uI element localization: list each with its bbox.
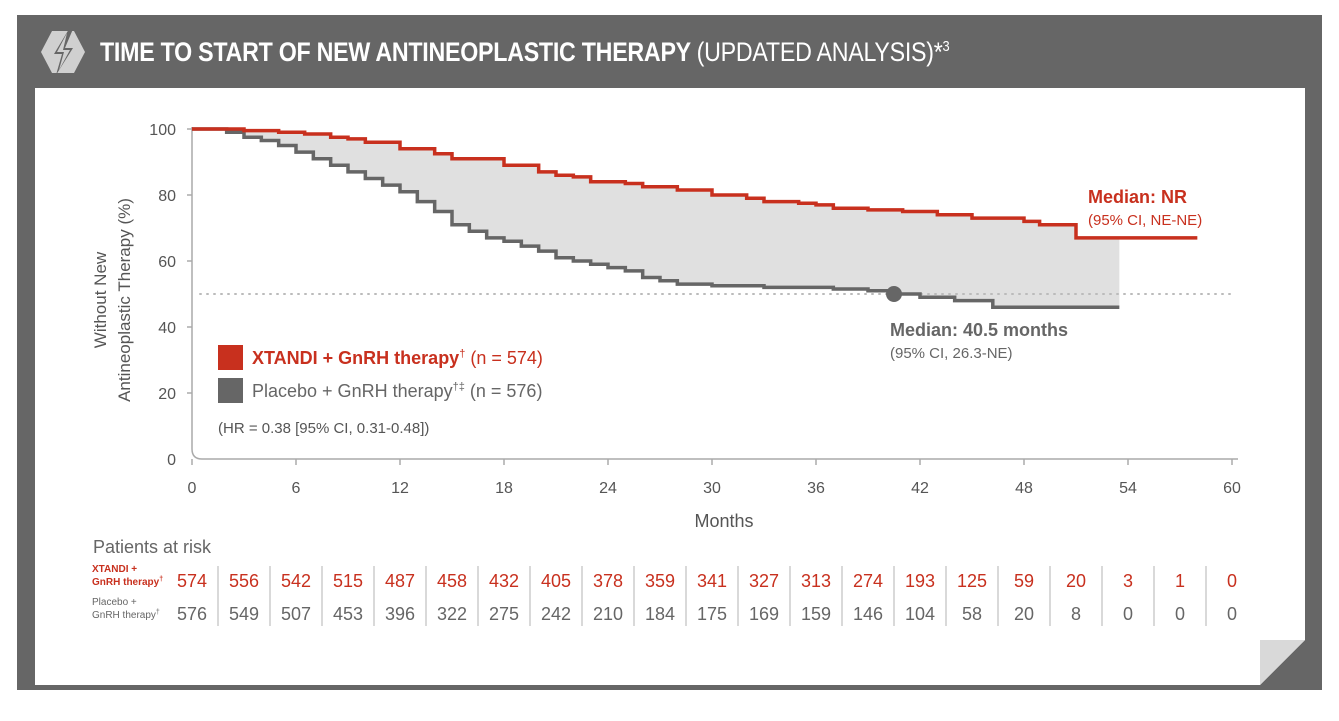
y-tick-label: 40 [158,320,176,337]
x-tick-label: 24 [599,480,617,497]
risk-value-xtandi: 313 [801,571,831,591]
risk-value-placebo: 549 [229,604,259,624]
risk-value-placebo: 453 [333,604,363,624]
risk-label-placebo-2: GnRH therapy† [92,609,160,621]
risk-value-placebo: 0 [1123,604,1133,624]
y-tick-label: 20 [158,386,176,403]
median-marker [886,286,902,302]
risk-label-xtandi-2: GnRH therapy† [92,576,163,588]
risk-value-xtandi: 574 [177,571,207,591]
risk-value-xtandi: 458 [437,571,467,591]
risk-value-xtandi: 542 [281,571,311,591]
x-tick-label: 60 [1223,480,1241,497]
page-title: TIME TO START OF NEW ANTINEOPLASTIC THER… [100,36,950,67]
risk-value-placebo: 20 [1014,604,1034,624]
x-tick-label: 12 [391,480,409,497]
risk-value-placebo: 169 [749,604,779,624]
risk-value-xtandi: 487 [385,571,415,591]
risk-value-xtandi: 359 [645,571,675,591]
risk-value-xtandi: 378 [593,571,623,591]
x-tick-label: 42 [911,480,929,497]
hazard-ratio: (HR = 0.38 [95% CI, 0.31-0.48]) [218,420,429,437]
risk-value-placebo: 104 [905,604,935,624]
header: TIME TO START OF NEW ANTINEOPLASTIC THER… [40,28,1088,76]
placebo-curve [192,127,1120,309]
legend-swatch-xtandi [218,345,243,370]
risk-value-xtandi: 125 [957,571,987,591]
risk-value-placebo: 8 [1071,604,1081,624]
y-axis-label-2: Antineoplastic Therapy (%) [115,198,134,402]
risk-table: Patients at risk XTANDI + GnRH therapy† … [92,537,1237,626]
x-tick-label: 0 [188,480,197,497]
x-axis-label: Months [694,511,753,531]
risk-value-placebo: 175 [697,604,727,624]
x-tick-label: 36 [807,480,825,497]
x-tick-label: 48 [1015,480,1033,497]
risk-value-placebo: 0 [1227,604,1237,624]
lightning-hexagon-icon [41,29,85,75]
x-tick-label: 6 [292,480,301,497]
risk-value-xtandi: 274 [853,571,883,591]
risk-value-placebo: 58 [962,604,982,624]
difference-shading [192,129,1120,308]
y-tick-label: 100 [149,122,176,139]
legend: XTANDI + GnRH therapy† (n = 574) Placebo… [218,345,543,437]
risk-value-placebo: 146 [853,604,883,624]
y-tick-label: 60 [158,254,176,271]
risk-value-xtandi: 556 [229,571,259,591]
risk-value-placebo: 0 [1175,604,1185,624]
placebo-median-ci: (95% CI, 26.3-NE) [890,345,1013,362]
x-tick-label: 54 [1119,480,1137,497]
risk-value-placebo: 507 [281,604,311,624]
y-axis-label-1: Without New [91,251,110,348]
risk-value-xtandi: 515 [333,571,363,591]
axes [191,127,1238,460]
risk-value-xtandi: 3 [1123,571,1133,591]
xtandi-curve [192,127,1198,240]
risk-label-placebo-1: Placebo + [92,597,137,608]
risk-value-xtandi: 0 [1227,571,1237,591]
risk-value-xtandi: 1 [1175,571,1185,591]
risk-label-xtandi-1: XTANDI + [92,564,137,575]
risk-value-xtandi: 327 [749,571,779,591]
risk-table-title: Patients at risk [93,537,212,557]
x-tick-label: 30 [703,480,721,497]
risk-value-xtandi: 59 [1014,571,1034,591]
risk-value-xtandi: 193 [905,571,935,591]
risk-value-placebo: 159 [801,604,831,624]
xtandi-median-ci: (95% CI, NE-NE) [1088,212,1202,229]
risk-value-placebo: 396 [385,604,415,624]
y-tick-label: 0 [167,452,176,469]
risk-value-placebo: 322 [437,604,467,624]
legend-label-xtandi: XTANDI + GnRH therapy† (n = 574) [252,348,543,368]
risk-value-placebo: 210 [593,604,623,624]
xtandi-median-label: Median: NR [1088,187,1187,207]
risk-value-xtandi: 405 [541,571,571,591]
x-tick-label: 18 [495,480,513,497]
risk-value-xtandi: 341 [697,571,727,591]
legend-label-placebo: Placebo + GnRH therapy†‡ (n = 576) [252,381,542,401]
risk-value-xtandi: 432 [489,571,519,591]
risk-value-placebo: 275 [489,604,519,624]
risk-value-placebo: 242 [541,604,571,624]
legend-swatch-placebo [218,378,243,403]
risk-value-xtandi: 20 [1066,571,1086,591]
risk-value-placebo: 576 [177,604,207,624]
risk-value-placebo: 184 [645,604,675,624]
y-tick-label: 80 [158,188,176,205]
placebo-median-label: Median: 40.5 months [890,320,1068,340]
